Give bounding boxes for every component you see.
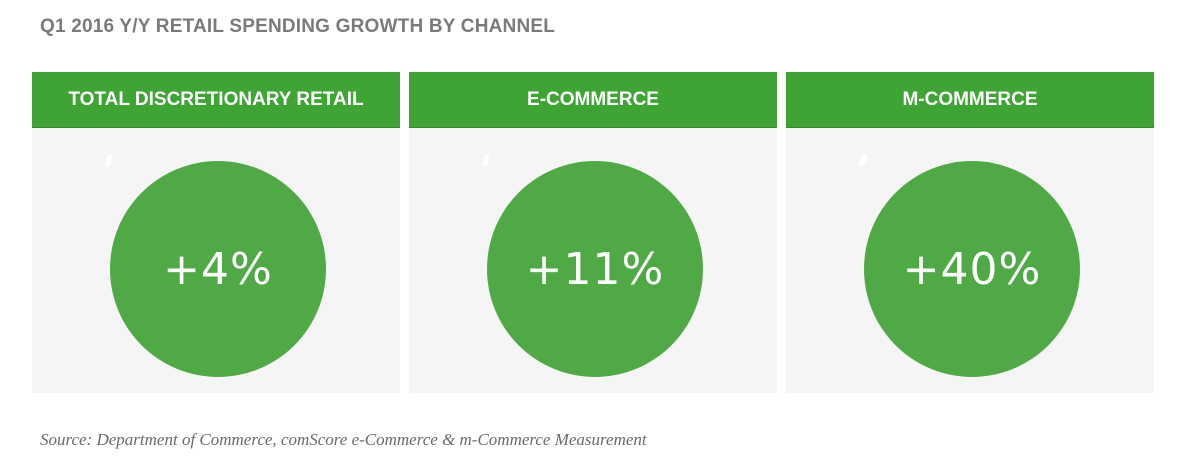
bubble-m-commerce: +40%	[864, 161, 1080, 377]
panel-e-commerce: E-COMMERCE +11%	[409, 72, 777, 393]
glint-mark	[104, 154, 114, 166]
bubble-e-commerce: +11%	[487, 161, 703, 377]
bubble-total-discretionary-retail: +4%	[110, 161, 326, 377]
source-note: Source: Department of Commerce, comScore…	[40, 430, 647, 449]
panel-body: +4%	[32, 128, 400, 393]
panel-header-e-commerce: E-COMMERCE	[409, 72, 777, 128]
panel-body: +11%	[409, 128, 777, 393]
panel-header-m-commerce: M-COMMERCE	[786, 72, 1154, 128]
panel-m-commerce: M-COMMERCE +40%	[786, 72, 1154, 393]
glint-mark	[858, 154, 868, 166]
chart-title: Q1 2016 Y/Y RETAIL SPENDING GROWTH BY CH…	[40, 16, 556, 37]
panel-total-discretionary-retail: TOTAL DISCRETIONARY RETAIL +4%	[32, 72, 400, 393]
panel-body: +40%	[786, 128, 1154, 393]
panel-header-total-discretionary-retail: TOTAL DISCRETIONARY RETAIL	[32, 72, 400, 128]
glint-mark	[481, 154, 491, 166]
